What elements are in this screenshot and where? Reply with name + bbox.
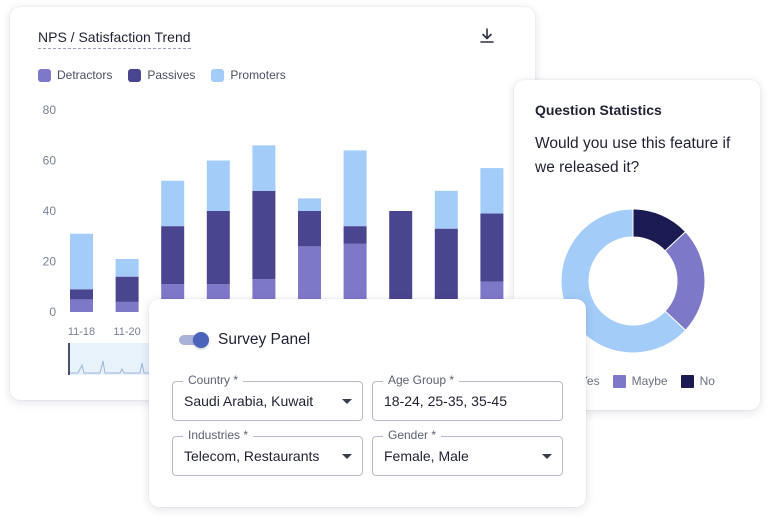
survey-panel-toggle[interactable] [179,332,211,348]
bar-segment-passives [252,190,276,280]
x-tick-label: 11-20 [113,326,140,337]
chevron-down-icon [342,399,352,404]
bar-segment-passives [161,226,185,285]
bar-segment-detractors [343,243,367,312]
legend-label: Promoters [230,68,286,82]
country-select[interactable]: Country * Saudi Arabia, Kuwait [172,373,363,421]
donut-legend-item: Maybe [612,374,668,388]
bar-segment-promoters [115,258,139,277]
question-card-title: Question Statistics [535,102,662,118]
legend-label: Passives [147,68,196,82]
country-label: Country * [183,373,244,387]
x-tick-label: 11-18 [68,326,95,337]
legend-swatch [211,68,225,82]
country-value: Saudi Arabia, Kuwait [184,393,314,409]
gender-value: Female, Male [384,448,469,464]
nps-chart-title: NPS / Satisfaction Trend [38,29,191,49]
question-text: Would you use this feature if we release… [535,135,731,176]
donut-legend-item: No [680,374,715,388]
bar-segment-promoters [70,233,93,290]
bar-segment-promoters [343,150,367,227]
legend-label: No [699,374,715,388]
donut-slice-maybe [664,231,706,331]
brush-sparkline [70,360,166,374]
bar-segment-promoters [480,168,504,214]
y-tick-label: 20 [43,255,57,269]
bar-segment-passives [206,211,230,285]
legend-swatch [128,68,142,82]
industries-select[interactable]: Industries * Telecom, Restaurants [172,428,363,476]
survey-panel-title: Survey Panel [218,331,311,348]
y-tick-label: 0 [49,305,56,319]
chevron-down-icon [342,454,352,459]
legend-item[interactable]: Detractors [38,68,112,82]
bar-segment-passives [434,228,458,305]
y-tick-label: 80 [43,103,57,117]
y-tick-label: 60 [43,154,57,168]
bar-segment-passives [115,276,139,302]
age-group-select[interactable]: Age Group * 18-24, 25-35, 35-45 [372,373,563,421]
bar-segment-promoters [298,198,321,211]
legend-item[interactable]: Passives [128,68,195,82]
download-icon[interactable] [478,27,496,45]
industries-label: Industries * [183,428,254,442]
age-group-value: 18-24, 25-35, 35-45 [384,393,507,409]
bar-segment-passives [480,213,504,282]
gender-label: Gender * [383,428,442,442]
bar-segment-passives [298,211,321,247]
age-group-label: Age Group * [383,373,460,387]
chart-legend: Detractors Passives Promoters [38,68,286,82]
gender-select[interactable]: Gender * Female, Male [372,428,563,476]
answer-donut-chart [560,208,706,354]
chevron-down-icon [542,454,552,459]
industries-value: Telecom, Restaurants [184,448,320,464]
y-tick-label: 40 [43,204,57,218]
legend-label: Detractors [57,68,113,82]
legend-label: Maybe [631,374,668,388]
bar-segment-promoters [206,160,230,211]
bar-segment-passives [343,226,367,244]
legend-item[interactable]: Promoters [211,68,286,82]
bar-segment-detractors [298,246,321,312]
bar-segment-detractors [115,301,139,312]
bar-segment-passives [389,211,413,305]
bar-segment-passives [70,289,93,300]
legend-swatch [680,374,694,388]
donut-slice-yes [560,208,687,354]
bar-segment-promoters [252,145,276,191]
bar-segment-promoters [161,180,185,227]
toggle-knob [193,332,209,348]
legend-swatch [38,68,51,82]
bar-segment-promoters [434,190,458,229]
survey-panel-card: Survey Panel Country * Saudi Arabia, Kuw… [149,299,586,507]
legend-swatch [612,374,626,388]
bar-segment-detractors [70,299,93,312]
